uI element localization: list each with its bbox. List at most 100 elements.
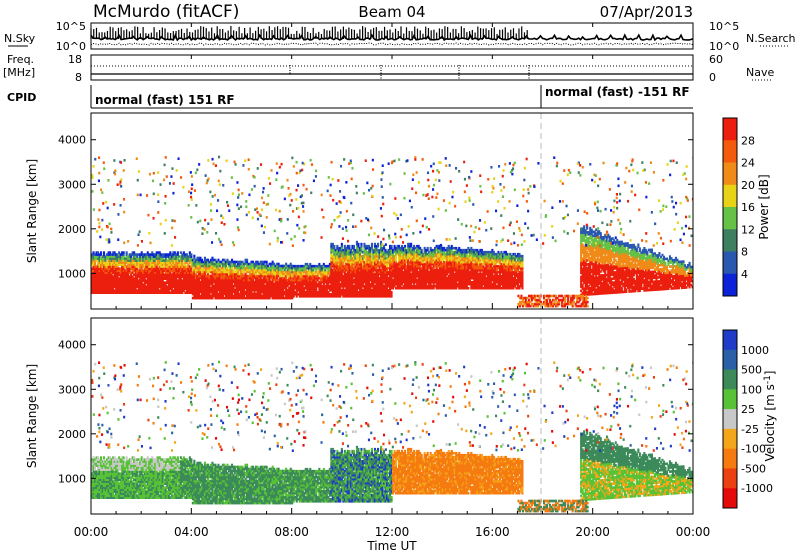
power-cell bbox=[390, 278, 393, 282]
power-cell bbox=[390, 256, 393, 260]
power-cell bbox=[343, 268, 346, 272]
power-cell bbox=[252, 274, 255, 278]
power-cell bbox=[319, 268, 322, 272]
power-cell bbox=[145, 289, 148, 292]
power-cell bbox=[336, 291, 339, 294]
power-cell bbox=[330, 293, 333, 296]
power-cell bbox=[300, 286, 303, 290]
power-cell bbox=[449, 276, 452, 280]
power-cell bbox=[283, 280, 286, 284]
power-cell bbox=[173, 259, 176, 262]
power-cell bbox=[355, 248, 358, 252]
power-cell bbox=[94, 283, 97, 286]
power-cell bbox=[381, 256, 384, 260]
power-cell bbox=[235, 274, 238, 278]
power-cell bbox=[187, 285, 190, 288]
power-cell bbox=[252, 278, 255, 282]
power-cell bbox=[342, 270, 345, 274]
power-cell bbox=[151, 257, 154, 260]
power-cell bbox=[288, 280, 291, 284]
power-cell bbox=[232, 284, 235, 288]
power-cell bbox=[370, 284, 373, 288]
power-cell bbox=[346, 248, 349, 252]
power-cell bbox=[407, 244, 410, 248]
power-cell bbox=[137, 281, 140, 284]
power-cell bbox=[387, 266, 390, 270]
power-cell bbox=[377, 280, 380, 284]
power-cell bbox=[190, 291, 193, 294]
power-cell bbox=[363, 248, 366, 252]
power-cell bbox=[337, 295, 340, 298]
power-cell bbox=[404, 260, 407, 264]
power-cell bbox=[258, 266, 261, 270]
power-cell bbox=[450, 274, 453, 278]
power-cell bbox=[398, 270, 401, 274]
power-cell bbox=[232, 264, 235, 268]
power-cell bbox=[327, 293, 330, 296]
power-cell bbox=[316, 295, 319, 298]
power-cell bbox=[324, 276, 327, 280]
power-cell bbox=[209, 282, 212, 286]
power-cell bbox=[276, 262, 279, 266]
power-cell bbox=[211, 286, 214, 290]
power-cell bbox=[306, 291, 309, 294]
power-cell bbox=[209, 294, 212, 298]
power-cell bbox=[146, 261, 149, 264]
power-cell bbox=[116, 283, 119, 286]
power-cell bbox=[118, 263, 121, 266]
power-cell bbox=[130, 259, 133, 262]
power-cell bbox=[298, 282, 301, 286]
power-cell bbox=[217, 266, 220, 270]
power-cell bbox=[241, 280, 244, 284]
power-cell bbox=[121, 289, 124, 292]
power-cell bbox=[289, 274, 292, 278]
power-cell bbox=[373, 276, 376, 280]
power-cell bbox=[172, 257, 175, 260]
power-cell bbox=[240, 276, 243, 280]
power-cell bbox=[267, 282, 270, 286]
power-cell bbox=[440, 264, 443, 268]
power-cell bbox=[240, 280, 243, 284]
power-cell bbox=[407, 280, 410, 284]
power-cell bbox=[444, 260, 447, 264]
power-cell bbox=[303, 268, 306, 272]
power-cell bbox=[103, 285, 106, 288]
power-cell bbox=[377, 252, 380, 256]
power-cell bbox=[369, 256, 372, 260]
power-cell bbox=[443, 260, 446, 264]
power-cell bbox=[322, 284, 325, 288]
power-cell bbox=[360, 276, 363, 280]
power-cell bbox=[334, 278, 337, 282]
power-cell bbox=[438, 248, 441, 252]
power-cell bbox=[271, 266, 274, 270]
power-cell bbox=[196, 270, 199, 274]
power-cell bbox=[325, 278, 328, 282]
power-cell bbox=[173, 275, 176, 278]
power-cell bbox=[152, 271, 155, 274]
power-cell bbox=[193, 270, 196, 274]
power-cell bbox=[167, 279, 170, 282]
power-cell bbox=[224, 290, 227, 294]
power-cell bbox=[315, 276, 318, 280]
power-cell bbox=[291, 290, 294, 294]
power-cell bbox=[252, 292, 255, 296]
power-cell bbox=[377, 278, 380, 282]
power-cell bbox=[348, 250, 351, 254]
power-cell bbox=[240, 296, 243, 300]
power-cell bbox=[235, 270, 238, 274]
power-cell bbox=[112, 281, 115, 284]
power-cell bbox=[172, 265, 175, 268]
power-cell bbox=[354, 252, 357, 256]
power-cell bbox=[279, 288, 282, 292]
power-cell bbox=[261, 288, 264, 292]
power-cell bbox=[202, 296, 205, 300]
power-cell bbox=[349, 293, 352, 296]
power-cell bbox=[149, 269, 152, 272]
power-cell bbox=[194, 274, 197, 278]
power-cell bbox=[404, 274, 407, 278]
power-cell bbox=[97, 251, 100, 254]
power-cell bbox=[134, 255, 137, 258]
power-cell bbox=[393, 282, 396, 286]
power-cell bbox=[310, 272, 313, 276]
power-cell bbox=[193, 272, 196, 276]
